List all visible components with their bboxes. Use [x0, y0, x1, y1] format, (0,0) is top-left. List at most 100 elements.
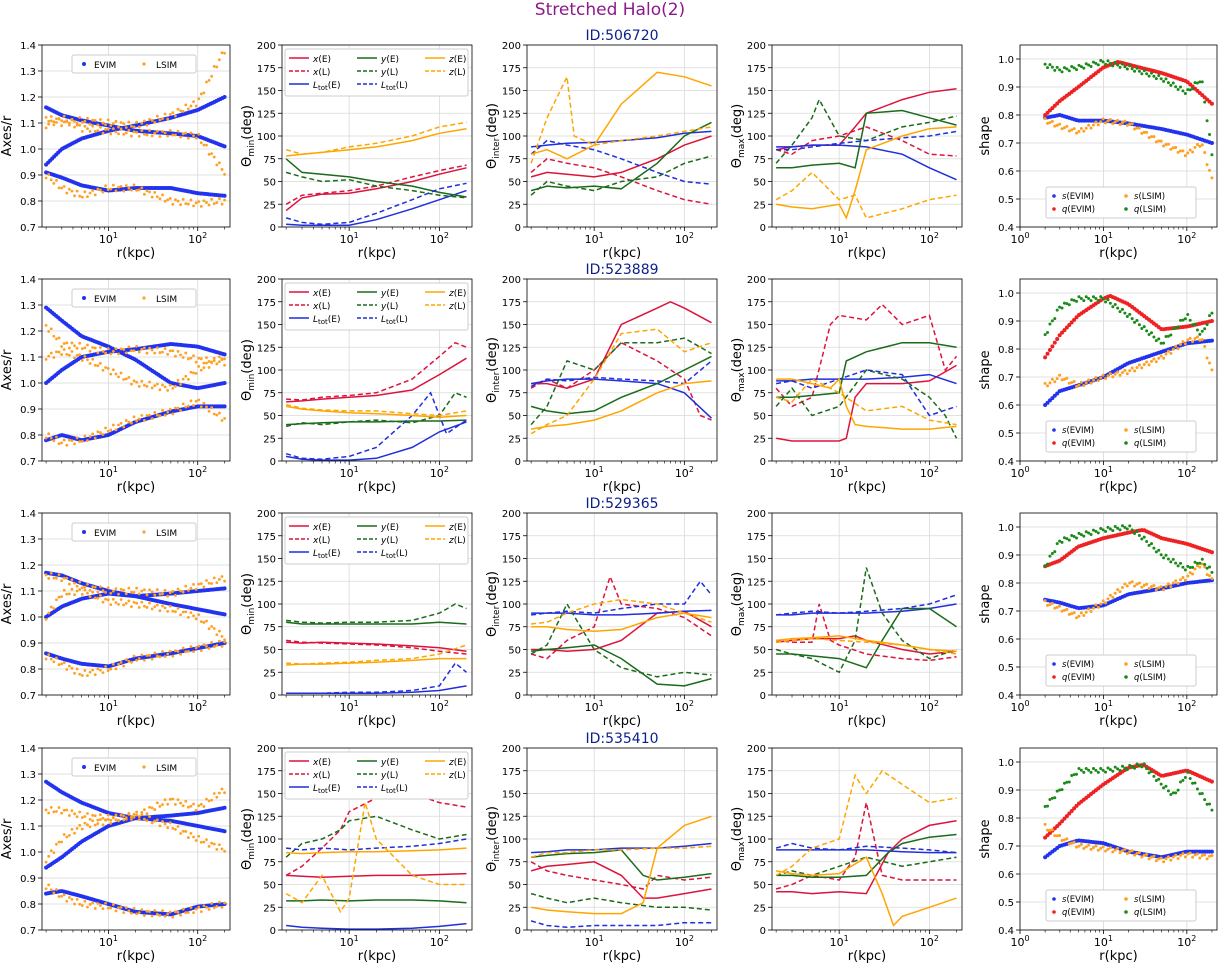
y-tick-label: 150 — [502, 321, 521, 332]
data-point — [1113, 765, 1117, 769]
data-point — [181, 377, 185, 381]
data-point — [119, 905, 123, 909]
data-point — [124, 377, 128, 381]
legend: s(EVIM)q(EVIM)s(LSIM)q(LSIM) — [1045, 420, 1197, 453]
data-point — [161, 117, 164, 121]
data-point — [1176, 564, 1180, 568]
data-point — [122, 122, 126, 126]
data-point — [44, 323, 48, 327]
plot-frame — [771, 278, 963, 462]
data-point — [1166, 334, 1170, 338]
x-tick-label: 102 — [920, 934, 939, 949]
data-point — [174, 133, 177, 137]
y-tick-label: 25 — [508, 434, 521, 445]
data-point — [194, 371, 198, 375]
data-point — [1205, 573, 1209, 577]
data-point — [148, 601, 151, 605]
data-point — [1062, 838, 1066, 842]
x-axis-label: r(kpc) — [358, 949, 396, 964]
data-point — [1087, 531, 1091, 535]
data-point — [127, 586, 131, 590]
y-axis-label: Θmax(deg) — [730, 572, 747, 637]
y-tick-label: 150 — [257, 321, 276, 332]
data-point — [174, 384, 177, 388]
x-axis-label: r(kpc) — [1099, 246, 1137, 261]
series-line-L-L — [285, 182, 467, 226]
data-point — [1120, 849, 1124, 853]
data-point — [1203, 853, 1207, 857]
data-point — [93, 193, 97, 197]
plot-frame — [41, 278, 231, 462]
data-point — [223, 849, 226, 853]
data-point — [1050, 319, 1054, 323]
data-point — [1123, 766, 1127, 770]
data-point — [1072, 611, 1076, 615]
series-line-y-L — [775, 97, 957, 164]
series-line-z-E — [286, 847, 467, 855]
data-point — [1065, 67, 1069, 71]
data-point — [212, 842, 216, 846]
data-point — [117, 375, 120, 379]
data-point — [220, 644, 224, 648]
data-point — [1210, 368, 1214, 372]
legend-marker-qL — [1124, 675, 1128, 679]
data-point — [57, 806, 61, 809]
data-point — [1183, 775, 1187, 779]
data-point — [127, 345, 131, 349]
data-point — [1200, 557, 1204, 561]
y-axis-label: Θmin(deg) — [240, 339, 257, 401]
data-point — [124, 906, 128, 910]
data-point — [122, 378, 126, 381]
legend-label: x(E) — [312, 758, 331, 768]
data-point — [1072, 66, 1076, 70]
data-point — [194, 646, 198, 650]
legend-label: s(EVIM) — [1062, 660, 1094, 670]
data-point — [171, 826, 175, 830]
data-point — [1089, 609, 1093, 613]
y-tick-label: 150 — [257, 87, 276, 98]
data-point — [166, 198, 170, 202]
data-point — [1043, 804, 1047, 808]
data-point — [65, 191, 69, 195]
data-point — [186, 357, 190, 361]
data-point — [75, 897, 79, 901]
data-point — [1065, 607, 1069, 611]
legend-label: y(E) — [380, 55, 399, 65]
legend-marker-q — [1052, 910, 1056, 914]
data-point — [86, 195, 89, 199]
data-point — [148, 346, 151, 350]
data-point — [67, 833, 71, 837]
data-point — [55, 350, 58, 354]
data-point — [62, 576, 66, 580]
data-point — [166, 826, 170, 830]
data-point — [1113, 303, 1117, 307]
data-point — [70, 578, 74, 582]
data-point — [179, 652, 183, 656]
series-line-x-L — [286, 341, 467, 401]
y-tick-label: 1.2 — [20, 327, 36, 338]
data-point — [199, 582, 203, 586]
series-line-y-L — [530, 892, 712, 911]
data-point — [111, 815, 115, 819]
data-point — [1091, 846, 1095, 850]
data-point — [1125, 768, 1129, 772]
data-point — [218, 197, 221, 201]
data-point — [1053, 317, 1057, 321]
y-tick-label: 1.4 — [20, 509, 36, 520]
data-point — [1111, 375, 1115, 379]
data-point — [145, 351, 149, 355]
data-point — [52, 334, 56, 338]
legend-label: EVIM — [94, 529, 116, 539]
data-point — [158, 351, 162, 354]
data-point — [1171, 146, 1175, 150]
data-point — [99, 361, 102, 365]
data-point — [132, 415, 136, 419]
data-point — [1096, 123, 1100, 127]
data-point — [1089, 65, 1093, 69]
data-point — [1147, 857, 1151, 861]
data-point — [1048, 381, 1052, 385]
data-point — [1171, 855, 1175, 859]
data-point — [168, 910, 172, 914]
